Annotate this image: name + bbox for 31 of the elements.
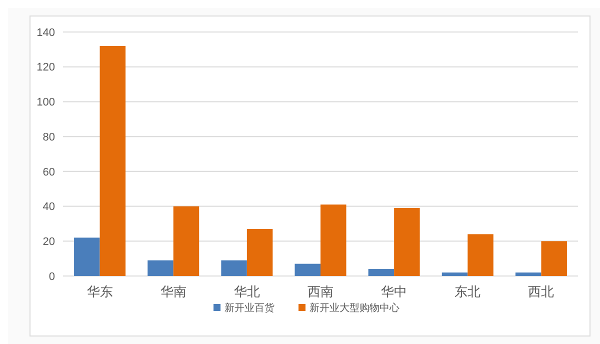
- y-tick-label: 100: [36, 96, 55, 109]
- x-tick-label: 西北: [528, 284, 554, 299]
- y-tick-label: 0: [48, 270, 55, 283]
- legend-label: 新开业百货: [224, 302, 274, 314]
- bar: [442, 272, 468, 276]
- bar: [320, 204, 346, 276]
- bar: [394, 208, 420, 276]
- bar: [173, 206, 200, 276]
- bar: [468, 234, 494, 276]
- bar: [294, 264, 320, 276]
- y-tick-label: 80: [42, 131, 55, 144]
- x-tick-label: 华北: [234, 284, 260, 299]
- y-tick-label: 120: [36, 62, 55, 74]
- y-tick-label: 60: [42, 166, 55, 178]
- bar: [221, 260, 247, 276]
- bar: [148, 260, 174, 276]
- bar: [74, 238, 100, 276]
- y-tick-label: 20: [42, 236, 55, 248]
- bar: [541, 241, 567, 276]
- bar: [100, 46, 126, 276]
- x-tick-label: 西南: [308, 284, 334, 299]
- x-tick-label: 华东: [86, 284, 113, 299]
- legend-label: 新开业大型购物中心: [310, 302, 400, 314]
- x-tick-label: 华中: [381, 284, 408, 299]
- bar: [368, 269, 394, 276]
- bar: [515, 272, 542, 276]
- y-tick-label: 40: [42, 201, 55, 214]
- x-tick-label: 华南: [160, 284, 186, 299]
- y-tick-label: 140: [36, 26, 55, 39]
- bar: [246, 228, 273, 276]
- x-tick-label: 东北: [454, 284, 481, 299]
